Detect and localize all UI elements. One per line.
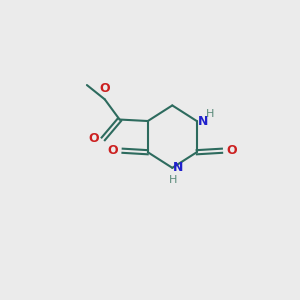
Text: N: N [198,115,208,128]
Text: O: O [88,132,99,146]
Text: N: N [173,161,184,174]
Text: O: O [108,144,118,157]
Text: O: O [99,82,110,95]
Text: H: H [206,110,214,119]
Text: O: O [226,144,237,157]
Text: H: H [169,175,177,185]
